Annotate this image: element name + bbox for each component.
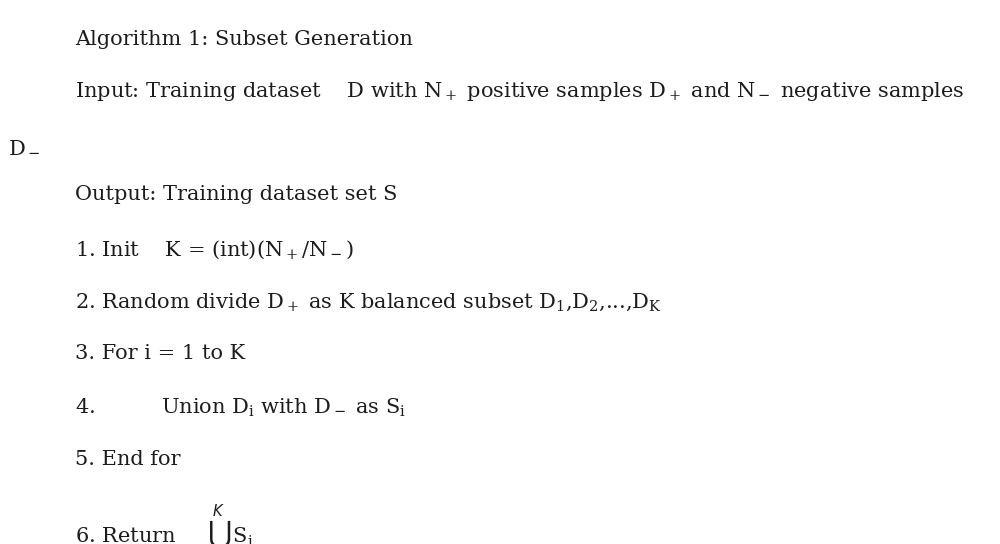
Text: $\mathregular{D_-}$: $\mathregular{D_-}$ (8, 137, 41, 156)
Text: Algorithm 1: Subset Generation: Algorithm 1: Subset Generation (75, 30, 413, 49)
Text: 3. For i = 1 to K: 3. For i = 1 to K (75, 344, 245, 363)
Text: 5. End for: 5. End for (75, 450, 180, 469)
Text: Output: Training dataset set S: Output: Training dataset set S (75, 185, 397, 204)
Text: 2. Random divide $\mathregular{D_+}$ as K balanced subset $\mathregular{D_1}$,$\: 2. Random divide $\mathregular{D_+}$ as … (75, 291, 662, 313)
Text: 1. Init    K = (int)($\mathregular{N_+}$/$\mathregular{N_-}$): 1. Init K = (int)($\mathregular{N_+}$/$\… (75, 238, 354, 261)
Text: 4.          Union $\mathregular{D_i}$ with $\mathregular{D_-}$ as $\mathregular{: 4. Union $\mathregular{D_i}$ with $\math… (75, 397, 406, 419)
Text: Input: Training dataset    D with $\mathregular{N_+}$ positive samples $\mathreg: Input: Training dataset D with $\mathreg… (75, 80, 965, 103)
Text: 6. Return    $\bigcup_{i=1}^{K}\mathregular{S_i}$: 6. Return $\bigcup_{i=1}^{K}\mathregular… (75, 503, 254, 544)
